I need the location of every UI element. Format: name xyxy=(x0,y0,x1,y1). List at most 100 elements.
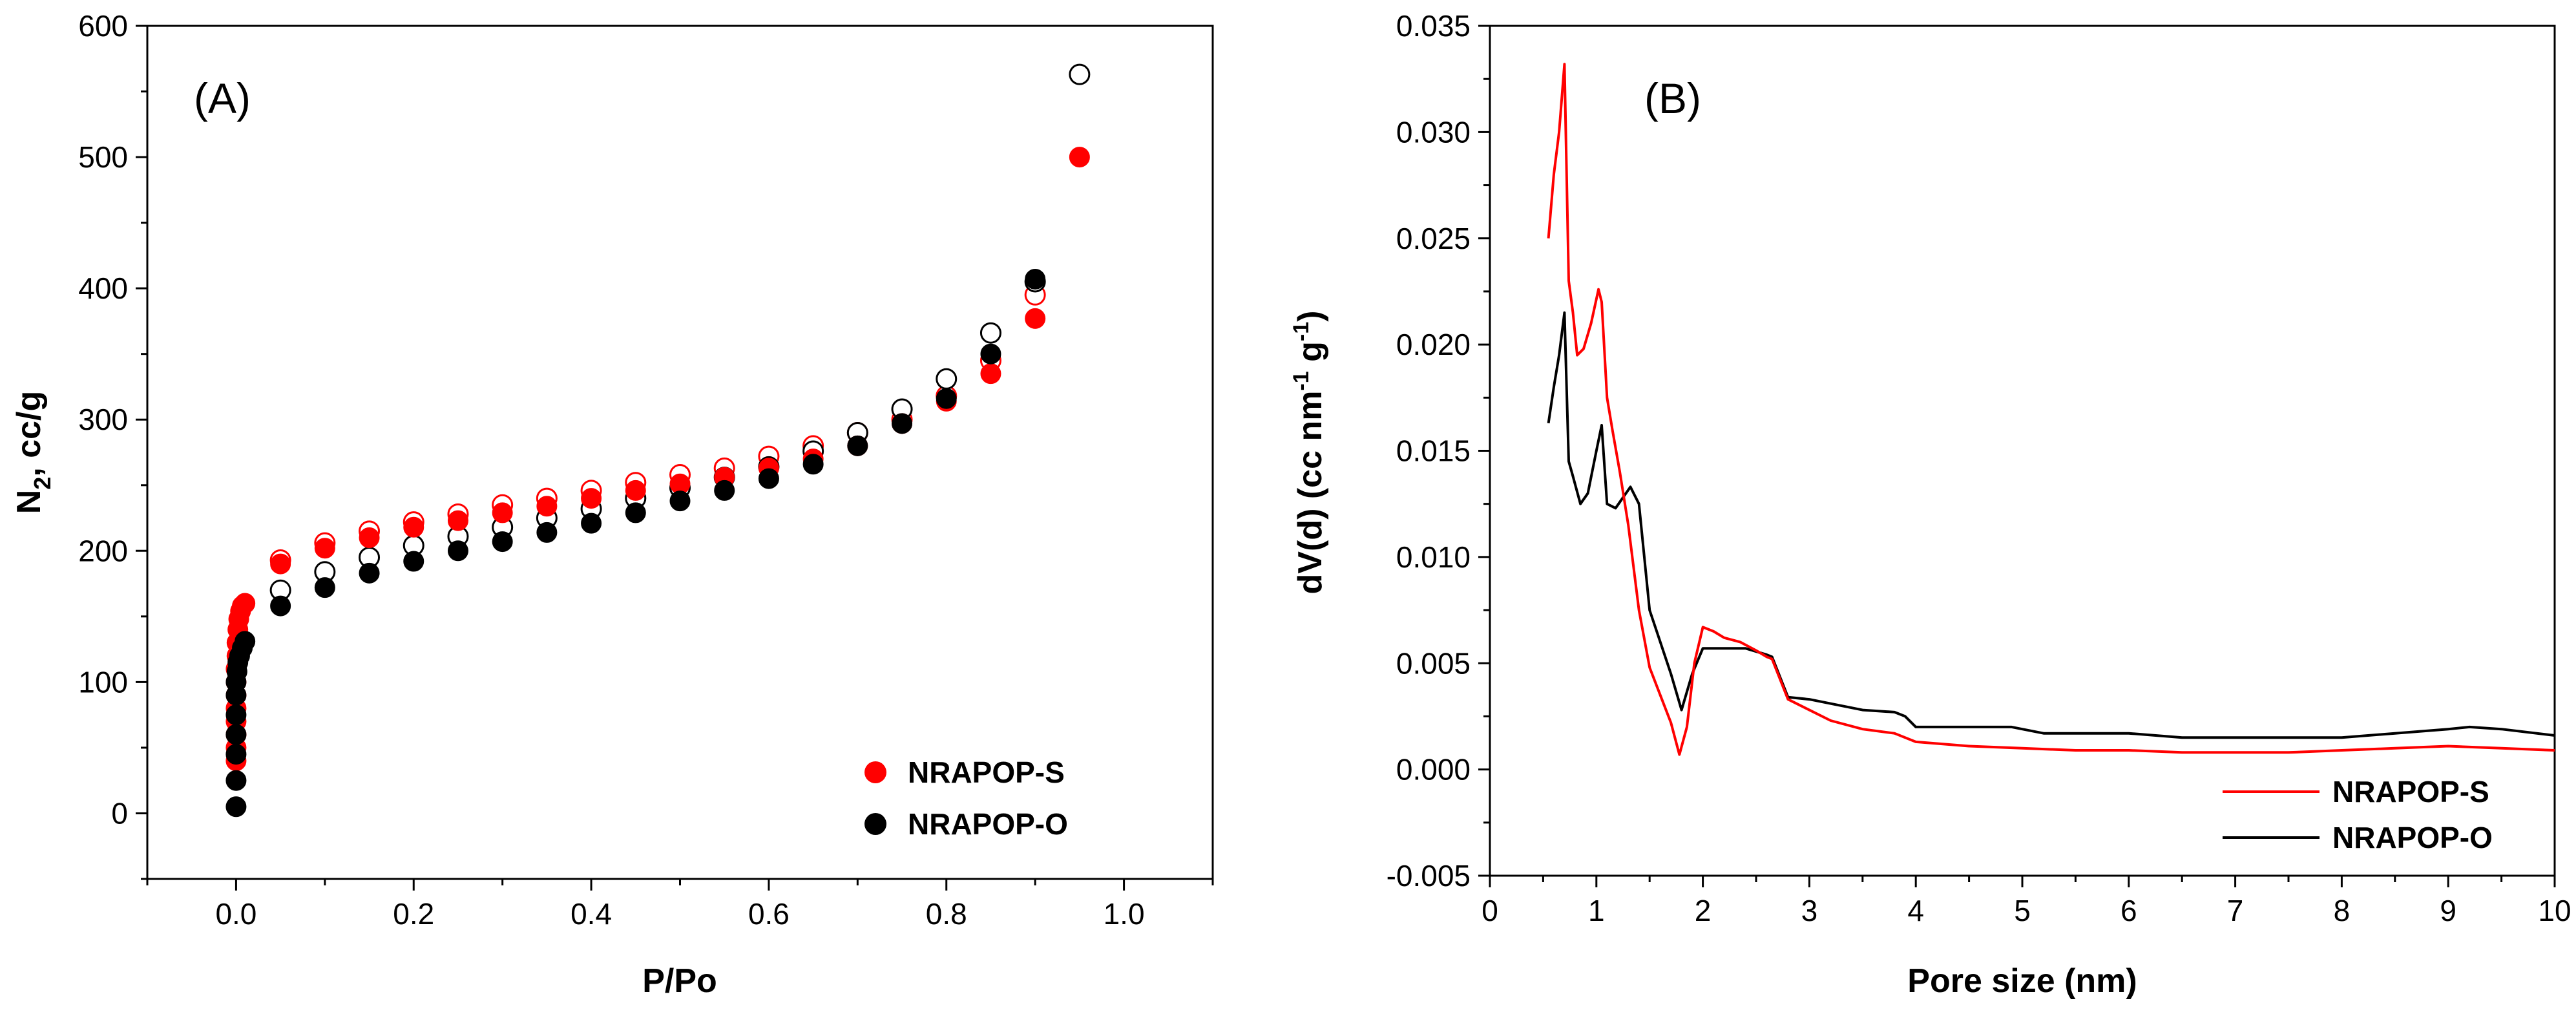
legend-label-nrapop-o: NRAPOP-O xyxy=(908,807,1068,841)
point-nrapop-o-adsorption xyxy=(225,744,247,765)
panel-a-y-axis-title: N2, cc/g xyxy=(10,391,56,514)
panel-a-y-axis-title-unit: , cc/g xyxy=(10,391,48,477)
point-nrapop-o-adsorption xyxy=(847,435,868,456)
panel-a-y-axis-title-main: N xyxy=(10,490,48,514)
y-tick-label: 0.035 xyxy=(1396,9,1471,43)
x-tick-label: 3 xyxy=(1801,894,1818,927)
point-nrapop-o-adsorption xyxy=(669,491,691,512)
x-tick-label: 6 xyxy=(2120,894,2137,927)
y-tick-label: 0.005 xyxy=(1396,646,1471,680)
point-nrapop-o-adsorption xyxy=(892,413,913,434)
x-tick-label: 9 xyxy=(2440,894,2456,927)
point-nrapop-o-adsorption xyxy=(270,595,291,617)
x-tick-label: 5 xyxy=(2014,894,2031,927)
point-nrapop-o-adsorption xyxy=(758,468,779,489)
point-nrapop-s-adsorption xyxy=(235,593,256,614)
y-tick-label: 0.010 xyxy=(1396,540,1471,574)
point-nrapop-o-adsorption xyxy=(492,531,513,553)
y-tick-label: 0.030 xyxy=(1396,115,1471,149)
legend-marker-nrapop-o xyxy=(864,813,886,835)
point-nrapop-s-adsorption xyxy=(359,527,380,548)
panel-a-legend: NRAPOP-S NRAPOP-O xyxy=(864,755,1068,841)
panel-b-y-axis-title-sup2: -1 xyxy=(1289,322,1314,341)
x-tick-label: 2 xyxy=(1695,894,1712,927)
point-nrapop-s-adsorption xyxy=(314,538,335,559)
point-nrapop-o-adsorption xyxy=(714,480,735,501)
point-nrapop-o-desorption xyxy=(936,368,958,390)
panel-a-x-axis-title: P/Po xyxy=(642,962,717,1000)
point-nrapop-o-adsorption xyxy=(359,562,380,584)
y-tick-label: 0.000 xyxy=(1396,753,1471,787)
point-nrapop-o-adsorption xyxy=(225,796,247,818)
y-tick-label: 0.015 xyxy=(1396,434,1471,468)
x-tick-label: 7 xyxy=(2227,894,2244,927)
point-nrapop-o-adsorption xyxy=(936,388,957,409)
panel-b-y-axis-ticks: -0.005 0.000 0.005 0.010 0.015 0.020 0.025 0.03… xyxy=(1387,9,1490,893)
point-nrapop-s-adsorption xyxy=(1025,308,1046,329)
point-nrapop-s-adsorption xyxy=(625,480,646,501)
panel-b-pore-size-chart: 0 1 2 3 4 5 6 7 8 9 10 -0.005 0.000 0.005 0.010 0.015 0… xyxy=(1289,9,2571,1000)
x-tick-label: 10 xyxy=(2538,894,2571,927)
x-tick-label: 0.2 xyxy=(393,897,434,931)
y-tick-label: 0.025 xyxy=(1396,222,1471,255)
point-nrapop-o-adsorption xyxy=(314,577,335,598)
point-nrapop-o-adsorption xyxy=(980,343,1001,364)
point-nrapop-o-adsorption xyxy=(581,512,602,534)
point-nrapop-o-adsorption xyxy=(1025,268,1046,290)
x-tick-label: 0.4 xyxy=(571,897,612,931)
panel-b-y-axis-title-mid: g xyxy=(1292,341,1329,371)
y-tick-label: -0.005 xyxy=(1387,859,1471,893)
panel-b-x-axis-title: Pore size (nm) xyxy=(1907,962,2137,1000)
point-nrapop-o-desorption xyxy=(979,322,1001,344)
panel-a-y-axis-ticks: 0 100 200 300 400 500 600 xyxy=(78,9,147,880)
point-nrapop-o-adsorption xyxy=(235,631,256,652)
point-nrapop-o-adsorption xyxy=(802,454,824,475)
point-nrapop-s-adsorption xyxy=(270,553,291,575)
x-tick-label: 8 xyxy=(2334,894,2351,927)
x-tick-label: 1.0 xyxy=(1104,897,1145,931)
panel-a-label: (A) xyxy=(194,74,251,122)
x-tick-label: 1 xyxy=(1588,894,1605,927)
y-tick-label: 100 xyxy=(78,665,128,699)
y-tick-label: 0.020 xyxy=(1396,328,1471,361)
point-nrapop-o-adsorption xyxy=(536,522,558,543)
panel-b-legend: NRAPOP-S NRAPOP-O xyxy=(2223,775,2493,854)
x-tick-label: 4 xyxy=(1907,894,1924,927)
point-nrapop-s-adsorption xyxy=(536,496,558,517)
legend-label-nrapop-o: NRAPOP-O xyxy=(2332,821,2493,854)
panel-b-data-lines xyxy=(1547,63,2555,756)
point-nrapop-o-adsorption xyxy=(447,540,468,562)
x-tick-label: 0.8 xyxy=(926,897,967,931)
y-tick-label: 600 xyxy=(78,9,128,43)
y-tick-label: 300 xyxy=(78,403,128,436)
legend-marker-nrapop-s xyxy=(864,761,886,783)
point-nrapop-s-adsorption xyxy=(403,516,424,538)
point-nrapop-o-adsorption xyxy=(225,770,247,791)
point-nrapop-s-adsorption xyxy=(980,363,1001,385)
point-nrapop-s-adsorption xyxy=(1069,147,1090,168)
panel-a-data-points xyxy=(225,63,1091,818)
series-line-nrapop-s xyxy=(1547,63,2555,756)
y-tick-label: 0 xyxy=(111,796,128,830)
panel-b-y-axis-title: dV(d) (cc nm-1 g-1) xyxy=(1289,311,1329,595)
point-nrapop-o-adsorption xyxy=(625,502,646,523)
point-nrapop-o-adsorption xyxy=(403,551,424,572)
panel-a-isotherm-chart: 0.0 0.2 0.4 0.6 0.8 1.0 0 100 200 300 400 500 600 (… xyxy=(10,9,1214,1000)
y-tick-label: 200 xyxy=(78,534,128,567)
legend-label-nrapop-s: NRAPOP-S xyxy=(908,755,1065,789)
x-tick-label: 0 xyxy=(1482,894,1498,927)
point-nrapop-s-adsorption xyxy=(581,488,602,509)
panel-b-label: (B) xyxy=(1644,74,1701,122)
y-tick-label: 500 xyxy=(78,140,128,174)
panel-b-y-axis-title-sup1: -1 xyxy=(1289,371,1314,390)
x-tick-label: 0.0 xyxy=(215,897,257,931)
panel-b-x-axis-ticks: 0 1 2 3 4 5 6 7 8 9 10 xyxy=(1482,876,2571,927)
point-nrapop-s-adsorption xyxy=(447,510,468,531)
point-nrapop-o-desorption xyxy=(1069,63,1091,85)
legend-label-nrapop-s: NRAPOP-S xyxy=(2332,775,2489,808)
point-nrapop-o-adsorption xyxy=(225,724,247,745)
panel-b-y-axis-title-main: dV(d) (cc nm xyxy=(1292,391,1329,595)
panel-a-x-axis-ticks: 0.0 0.2 0.4 0.6 0.8 1.0 xyxy=(146,879,1214,931)
x-tick-label: 0.6 xyxy=(748,897,790,931)
